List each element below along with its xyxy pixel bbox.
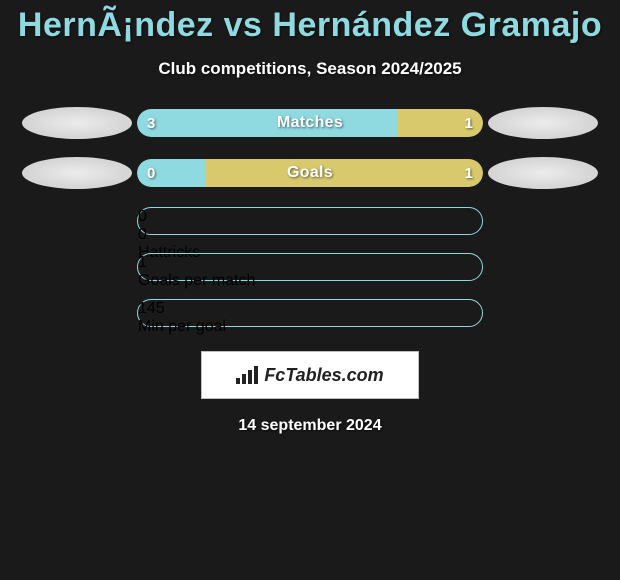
stat-bar-matches: 3 1 Matches [137, 109, 483, 137]
player-blob-icon [488, 157, 598, 189]
stat-label: Min per goal [138, 318, 482, 336]
right-player-blob-slot [483, 107, 603, 139]
stat-label: Goals per match [138, 272, 482, 290]
right-player-blob-slot [483, 157, 603, 189]
brand-logo-inner: FcTables.com [236, 365, 383, 386]
left-player-blob-slot [17, 157, 137, 189]
stat-bar-gpm: 1 Goals per match [137, 253, 483, 281]
update-date: 14 september 2024 [0, 417, 620, 435]
bar-chart-icon [236, 366, 258, 384]
stat-rows: 3 1 Matches 0 1 Goals [0, 107, 620, 327]
page-title: HernÃ¡ndez vs Hernández Gramajo [0, 0, 620, 45]
brand-logo[interactable]: FcTables.com [201, 351, 419, 399]
stat-label: Goals [137, 159, 483, 187]
stat-label: Matches [137, 109, 483, 137]
stat-right-value: 1 [138, 254, 482, 272]
stat-row-matches: 3 1 Matches [0, 107, 620, 139]
stat-bar-mpg: 145 Min per goal [137, 299, 483, 327]
stat-row-gpm: 1 Goals per match [0, 253, 620, 281]
stat-right-value: 0 [138, 226, 482, 244]
brand-logo-text: FcTables.com [264, 365, 383, 386]
left-player-blob-slot [17, 107, 137, 139]
stat-left-value: 0 [138, 208, 482, 226]
stat-bar-hattricks: 0 0 Hattricks [137, 207, 483, 235]
player-blob-icon [22, 107, 132, 139]
player-blob-icon [22, 157, 132, 189]
page-subtitle: Club competitions, Season 2024/2025 [0, 59, 620, 79]
stat-row-mpg: 145 Min per goal [0, 299, 620, 327]
player-blob-icon [488, 107, 598, 139]
stat-bar-goals: 0 1 Goals [137, 159, 483, 187]
stat-right-value: 145 [138, 300, 482, 318]
stat-row-goals: 0 1 Goals [0, 157, 620, 189]
comparison-widget: HernÃ¡ndez vs Hernández Gramajo Club com… [0, 0, 620, 580]
stat-row-hattricks: 0 0 Hattricks [0, 207, 620, 235]
